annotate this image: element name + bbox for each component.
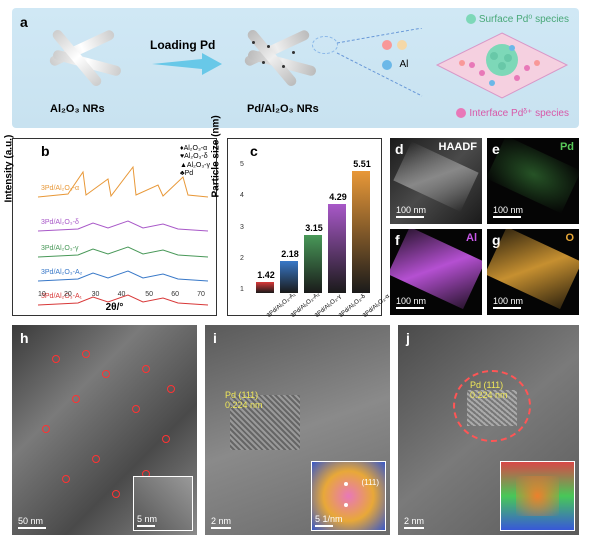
bar-value: 5.51 [350, 159, 374, 169]
o-title: O [565, 232, 574, 244]
panel-h-label: h [20, 330, 29, 346]
panel-g-o: g O 100 nm [487, 229, 579, 315]
xrd-ylabel: Intensity (a.u.) [4, 135, 15, 203]
loading-pd-text: Loading Pd [150, 38, 215, 52]
bar [352, 171, 370, 293]
bar-yticks: 1 2 3 4 5 [240, 151, 250, 293]
panel-j-inset [500, 461, 575, 531]
scalebar-j: 2 nm [404, 516, 424, 529]
bar-value: 1.42 [254, 270, 278, 280]
panel-f-al: f Al 100 nm [390, 229, 482, 315]
arrow-icon [152, 53, 222, 75]
bar-ylabel: Particle size (nm) [211, 115, 222, 197]
nanoparticle-diamond [432, 28, 572, 103]
lattice-label-j: Pd (111)0.224 nm [470, 380, 508, 400]
panel-f-label: f [395, 232, 400, 248]
scalebar-g: 100 nm [493, 296, 523, 309]
panel-j-hrtem: j Pd (111)0.224 nm 2 nm [398, 325, 579, 535]
scalebar-i: 2 nm [211, 516, 231, 529]
panel-e-pd: e Pd 100 nm [487, 138, 579, 224]
al-label: Al [399, 59, 408, 70]
lattice-label-i: Pd (111)0.224 nm [225, 390, 263, 410]
scalebar-h: 50 nm [18, 516, 46, 529]
panel-j-label: j [406, 330, 410, 346]
xrd-xticks: 10 20 30 40 50 60 70 [38, 291, 211, 301]
panel-a-label: a [20, 14, 28, 30]
scalebar-e: 100 nm [493, 205, 523, 218]
bar [304, 235, 322, 293]
bar [280, 261, 298, 293]
haadf-title: HAADF [439, 141, 478, 153]
bar-value: 2.18 [278, 249, 302, 259]
bar-value: 3.15 [302, 223, 326, 233]
al-title: Al [466, 232, 477, 244]
panel-d-label: d [395, 141, 404, 157]
panel-a-schematic: a Al₂O₃ NRs Loading Pd Pd/Al₂O₃ NRs Al [12, 8, 579, 128]
panel-c-label: c [250, 143, 258, 159]
scalebar-d: 100 nm [396, 205, 426, 218]
bar-value: 4.29 [326, 192, 350, 202]
panel-i-label: i [213, 330, 217, 346]
panel-h-inset: 5 nm [133, 476, 193, 531]
al2o3-caption: Al₂O₃ NRs [50, 103, 105, 115]
panel-h-tem: h 5 nm 50 nm [12, 325, 197, 535]
panel-d-haadf: d HAADF 100 nm [390, 138, 482, 224]
pd-title: Pd [560, 141, 574, 153]
pd-al2o3-caption: Pd/Al₂O₃ NRs [247, 103, 319, 115]
surface-pd-legend: Surface Pd⁰ species [466, 14, 569, 25]
scalebar-f: 100 nm [396, 296, 426, 309]
panel-b-xrd: b Intensity (a.u.) 2θ/° ♦Al₂O₃-α ♥Al₂O₃-… [12, 138, 217, 316]
bar [256, 282, 274, 293]
panel-c-barchart: c Particle size (nm) 1.423Pd/Al₂O₃-A₁2.1… [227, 138, 382, 316]
bar [328, 204, 346, 293]
interface-pd-legend: Interface Pdᵟ⁺ species [456, 108, 569, 119]
panel-i-hrtem: i Pd (111)0.224 nm (111) 5 1/nm 2 nm [205, 325, 390, 535]
al2o3-rods [42, 33, 132, 93]
xrd-trace-label: 3Pd/Al₂O₃-α [41, 185, 79, 192]
xrd-trace-label: 3Pd/Al₂O₃-δ [41, 219, 79, 226]
panel-i-inset-fft: (111) 5 1/nm [311, 461, 386, 531]
panel-b-label: b [41, 143, 50, 159]
legend-spheres: Al [382, 36, 410, 72]
